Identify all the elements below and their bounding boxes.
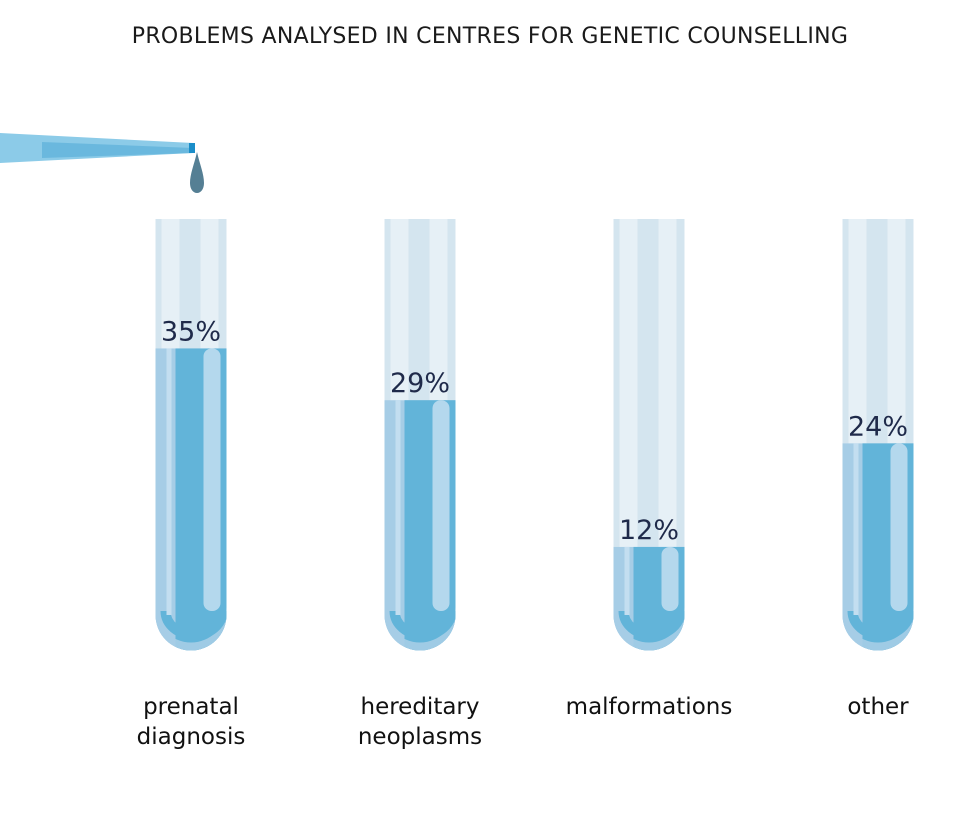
category-label-line: prenatal bbox=[143, 694, 239, 720]
liquid-highlight-right bbox=[203, 348, 221, 611]
test-tubes: 35% prenatal diagnosis 29% hereditary neoplas… bbox=[137, 219, 914, 750]
category-label: other bbox=[847, 694, 909, 720]
category-label-line: diagnosis bbox=[137, 724, 246, 750]
value-label: 29% bbox=[390, 368, 450, 399]
liquid-bottom bbox=[842, 607, 914, 651]
liquid-highlight bbox=[395, 400, 401, 615]
liquid-bar bbox=[155, 348, 227, 651]
value-label: 24% bbox=[848, 411, 908, 442]
pipette-tip bbox=[189, 143, 195, 153]
liquid-bottom-core bbox=[389, 610, 456, 640]
category-label: hereditary neoplasms bbox=[358, 694, 482, 750]
liquid-highlight bbox=[624, 546, 630, 615]
category-label-line: hereditary bbox=[361, 694, 480, 720]
liquid-bottom-core bbox=[160, 610, 227, 640]
liquid-bottom bbox=[384, 607, 456, 651]
pipette-shade bbox=[42, 142, 193, 158]
liquid-bar bbox=[842, 443, 914, 651]
test-tube: 12% malformations bbox=[566, 219, 733, 720]
value-label: 12% bbox=[619, 515, 679, 546]
liquid-highlight-right bbox=[432, 400, 450, 611]
category-label-line: malformations bbox=[566, 694, 733, 720]
liquid-bottom bbox=[155, 607, 227, 651]
liquid-bottom-core bbox=[847, 610, 914, 640]
liquid-highlight-right bbox=[890, 443, 908, 611]
chart-title: PROBLEMS ANALYSED IN CENTRES FOR GENETIC… bbox=[132, 24, 848, 49]
category-label: prenatal diagnosis bbox=[137, 694, 246, 750]
liquid-bottom bbox=[613, 607, 685, 651]
test-tube: 29% hereditary neoplasms bbox=[358, 219, 482, 750]
liquid-highlight bbox=[166, 348, 172, 615]
category-label: malformations bbox=[566, 694, 733, 720]
category-label-line: neoplasms bbox=[358, 724, 482, 750]
category-label-line: other bbox=[847, 694, 909, 720]
tube-glass-shine bbox=[619, 219, 638, 651]
test-tube: 35% prenatal diagnosis bbox=[137, 219, 246, 750]
liquid-bottom-core bbox=[618, 610, 685, 640]
liquid-highlight bbox=[853, 443, 859, 615]
pipette-icon bbox=[0, 133, 204, 193]
test-tube: 24% other bbox=[842, 219, 914, 720]
liquid-bar bbox=[384, 400, 456, 651]
liquid-bar bbox=[613, 546, 685, 651]
value-label: 35% bbox=[161, 316, 221, 347]
liquid-highlight-right bbox=[661, 546, 679, 611]
tube-glass-shine-right bbox=[658, 219, 677, 651]
drop-icon bbox=[190, 152, 204, 193]
